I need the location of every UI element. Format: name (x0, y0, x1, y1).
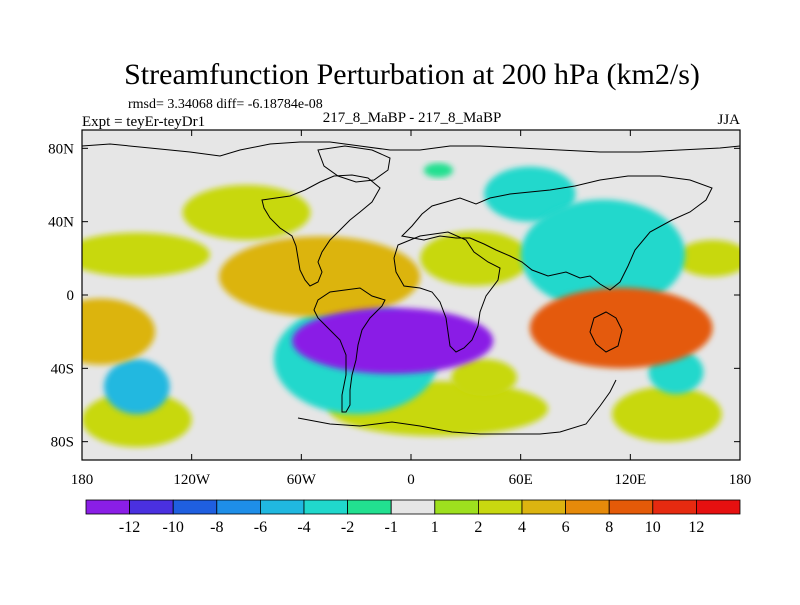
colorbar-label-11: 8 (605, 519, 613, 536)
colorbar-label-12: 10 (645, 519, 661, 536)
plot-area: 180 120W 60W 0 60E 120E 180 80N 40N 0 40S 80S (48, 129, 751, 488)
field-cell-0 (82, 232, 210, 277)
coastline-eurasia (400, 175, 713, 291)
colorbar-label-13: 12 (688, 519, 704, 536)
colorbar-swatch-1 (129, 499, 174, 515)
colorbar-swatch-9 (477, 499, 523, 515)
colorbar-swatch-5 (303, 499, 348, 515)
colorbar-swatch-3 (216, 499, 261, 515)
axis-ticks: 180 120W 60W 0 60E 120E 180 80N 40N 0 40S 80S (48, 130, 751, 488)
field-cell-7 (484, 166, 576, 222)
field-cell-3 (82, 392, 192, 448)
y-tick-label-3: 40S (51, 361, 74, 377)
y-tick-label-0: 80N (48, 141, 74, 157)
coastline-africa (393, 231, 501, 353)
field-cell-4 (612, 386, 722, 442)
center-subtitle: 217_8_MaBP - 217_8_MaBP (323, 110, 502, 126)
chart-title: Streamfunction Perturbation at 200 hPa (… (124, 58, 700, 91)
y-tick-label-4: 80S (51, 435, 74, 451)
field-cell-9 (182, 185, 311, 240)
x-tick-label-4: 60E (509, 472, 533, 488)
y-tick-label-1: 40N (48, 215, 74, 231)
colorbar-swatch-14 (696, 499, 741, 515)
x-tick-label-0: 180 (71, 472, 94, 488)
rmsd-subtitle: rmsd= 3.34068 diff= -6.18784e-08 (128, 97, 323, 112)
colorbar-swatch-12 (608, 499, 654, 515)
colorbar-label-2: -8 (210, 519, 223, 536)
colorbar-label-1: -10 (163, 519, 184, 536)
colorbar-label-10: 6 (562, 519, 570, 536)
coastline-greenland (317, 145, 391, 183)
field-cell-18 (292, 307, 494, 374)
colorbar-label-8: 2 (474, 519, 482, 536)
coastline-australia (589, 311, 623, 353)
coastlines (82, 141, 740, 435)
coastline-north-america (261, 174, 381, 287)
colorbar-swatch-11 (565, 499, 610, 515)
y-tick-label-2: 0 (67, 288, 75, 304)
colorbar-swatch-0 (85, 499, 130, 515)
colorbar-swatch-6 (347, 499, 392, 515)
field-cell-14 (103, 359, 170, 415)
x-tick-label-5: 120E (614, 472, 646, 488)
colorbar-label-9: 4 (518, 519, 526, 536)
colorbar-swatch-4 (259, 499, 305, 515)
colorbar-swatch-10 (521, 499, 566, 515)
coastline-south-america (313, 287, 386, 413)
colorbar: -12 -10 -8 -6 -4 -2 -1 1 2 4 6 8 10 12 (85, 499, 741, 536)
x-tick-label-6: 180 (729, 472, 752, 488)
experiment-subtitle: Expt = teyEr-teyDr1 (82, 114, 205, 130)
colorbar-label-6: -1 (385, 519, 398, 536)
colorbar-swatch-2 (172, 499, 218, 515)
coastline-arctic (82, 141, 740, 157)
x-tick-label-1: 120W (173, 472, 211, 488)
x-tick-label-3: 0 (407, 472, 415, 488)
field-cell-5 (423, 163, 454, 178)
colorbar-label-3: -6 (254, 519, 267, 536)
field-cell-8 (420, 230, 530, 286)
colorbar-swatch-13 (652, 499, 697, 515)
colorbar-label-5: -2 (341, 519, 354, 536)
field-cell-13 (520, 199, 686, 310)
colorbar-label-0: -12 (119, 519, 140, 536)
field-cell-15 (82, 298, 156, 365)
colorbar-swatch-8 (434, 499, 479, 515)
coastline-antarctica (297, 379, 617, 435)
streamfunction-field (82, 163, 740, 448)
colorbar-swatch-7 (390, 499, 436, 515)
season-subtitle: JJA (717, 112, 740, 128)
colorbar-label-4: -4 (297, 519, 310, 536)
field-cell-10 (451, 359, 518, 396)
x-tick-label-2: 60W (287, 472, 317, 488)
field-cell-1 (676, 240, 740, 277)
colorbar-label-7: 1 (431, 519, 439, 536)
